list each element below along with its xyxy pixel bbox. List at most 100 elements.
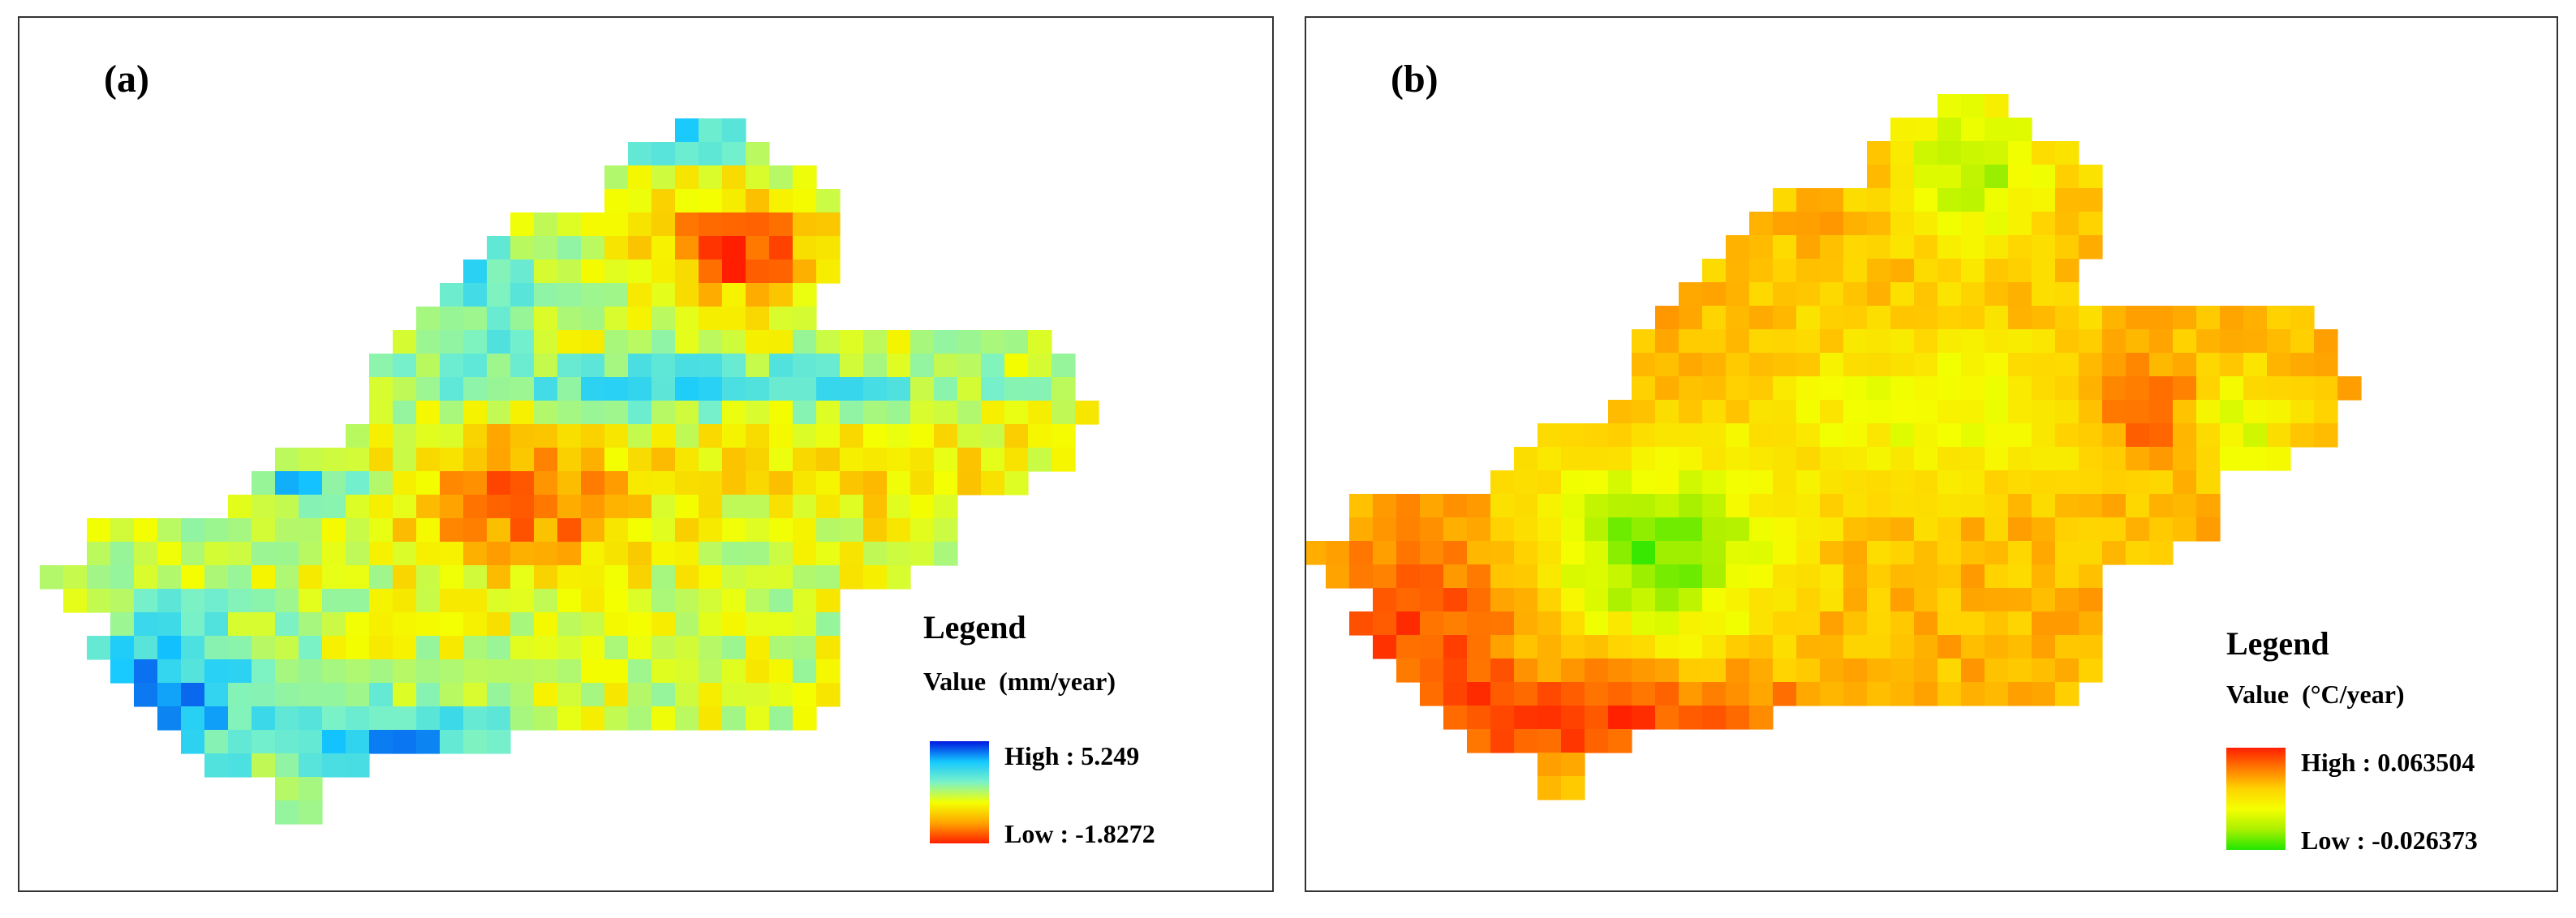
raster-cell bbox=[1608, 447, 1632, 471]
raster-cell bbox=[2055, 306, 2079, 330]
raster-cell bbox=[416, 589, 441, 613]
raster-cell bbox=[793, 377, 817, 401]
raster-cell bbox=[816, 377, 841, 401]
raster-cell bbox=[699, 565, 723, 590]
raster-cell bbox=[369, 683, 393, 707]
legend-title: Legend bbox=[923, 609, 1026, 646]
raster-cell bbox=[1796, 611, 1821, 636]
raster-cell bbox=[793, 212, 817, 237]
raster-cell bbox=[863, 354, 888, 378]
raster-cell bbox=[1937, 400, 1962, 424]
raster-cell bbox=[1843, 658, 1868, 683]
raster-cell bbox=[2008, 165, 2032, 189]
raster-cell bbox=[2055, 611, 2079, 636]
raster-cell bbox=[1843, 682, 1868, 706]
raster-cell bbox=[440, 448, 464, 472]
raster-cell bbox=[510, 589, 535, 613]
raster-cell bbox=[1820, 564, 1844, 589]
raster-cell bbox=[2008, 188, 2032, 212]
raster-cell bbox=[840, 471, 864, 495]
raster-cell bbox=[793, 330, 817, 354]
raster-cell bbox=[322, 706, 346, 731]
raster-cell bbox=[1467, 706, 1491, 730]
raster-cell bbox=[1726, 470, 1750, 495]
raster-cell bbox=[1537, 423, 1562, 448]
raster-cell bbox=[1937, 517, 1962, 542]
raster-cell bbox=[863, 542, 888, 566]
raster-cell bbox=[1749, 470, 1774, 495]
raster-cell bbox=[1373, 517, 1397, 542]
raster-cell bbox=[604, 565, 629, 590]
raster-cell bbox=[369, 424, 393, 448]
raster-cell bbox=[1702, 329, 1727, 354]
raster-cell bbox=[1396, 658, 1421, 683]
raster-cell bbox=[299, 612, 323, 637]
raster-cell bbox=[1396, 494, 1421, 518]
raster-cell bbox=[1796, 423, 1821, 448]
raster-cell bbox=[1890, 212, 1915, 236]
raster-cell bbox=[581, 495, 605, 519]
raster-cell bbox=[369, 636, 393, 660]
raster-cell bbox=[1773, 212, 1797, 236]
raster-cell bbox=[604, 165, 629, 190]
raster-cell bbox=[628, 377, 652, 401]
raster-cell bbox=[628, 354, 652, 378]
raster-cell bbox=[1820, 400, 1844, 424]
raster-cell bbox=[2079, 423, 2103, 448]
raster-cell bbox=[393, 518, 417, 543]
raster-cell bbox=[652, 401, 676, 425]
raster-cell bbox=[1028, 354, 1052, 378]
raster-cell bbox=[2055, 400, 2079, 424]
raster-cell bbox=[1655, 517, 1679, 542]
raster-cell bbox=[487, 401, 511, 425]
raster-cell bbox=[1749, 282, 1774, 307]
raster-cell bbox=[534, 424, 558, 448]
raster-cell bbox=[1655, 470, 1679, 495]
raster-cell bbox=[1820, 423, 1844, 448]
raster-cell bbox=[1655, 611, 1679, 636]
raster-cell bbox=[1937, 212, 1962, 236]
raster-cell bbox=[369, 401, 393, 425]
raster-cell bbox=[1490, 682, 1515, 706]
raster-cell bbox=[487, 730, 511, 754]
raster-cell bbox=[2220, 400, 2244, 424]
raster-cell bbox=[1490, 635, 1515, 659]
raster-cell bbox=[2220, 329, 2244, 354]
raster-cell bbox=[1443, 682, 1468, 706]
raster-cell bbox=[510, 565, 535, 590]
raster-cell bbox=[1820, 188, 1844, 212]
raster-cell bbox=[1985, 353, 2009, 377]
raster-cell bbox=[157, 706, 182, 731]
raster-cell bbox=[652, 542, 676, 566]
raster-cell bbox=[746, 518, 770, 543]
raster-cell bbox=[2032, 306, 2056, 330]
raster-cell bbox=[1985, 470, 2009, 495]
raster-cell bbox=[769, 377, 793, 401]
raster-cell bbox=[1796, 400, 1821, 424]
raster-cell bbox=[1349, 564, 1374, 589]
raster-cell bbox=[1843, 259, 1868, 283]
raster-cell bbox=[1937, 94, 1962, 118]
raster-cell bbox=[652, 518, 676, 543]
raster-cell bbox=[157, 612, 182, 637]
raster-cell bbox=[1937, 611, 1962, 636]
raster-cell bbox=[346, 730, 370, 754]
raster-cell bbox=[934, 330, 958, 354]
raster-cell bbox=[652, 424, 676, 448]
raster-cell bbox=[157, 542, 182, 566]
raster-cell bbox=[1985, 212, 2009, 236]
raster-cell bbox=[816, 260, 841, 284]
raster-cell bbox=[1820, 212, 1844, 236]
raster-cell bbox=[2149, 517, 2174, 542]
raster-cell bbox=[1867, 494, 1891, 518]
raster-cell bbox=[393, 565, 417, 590]
raster-cell bbox=[1726, 658, 1750, 683]
raster-cell bbox=[204, 753, 229, 778]
raster-cell bbox=[1937, 235, 1962, 260]
raster-cell bbox=[2032, 141, 2056, 165]
raster-cell bbox=[1443, 635, 1468, 659]
raster-cell bbox=[369, 565, 393, 590]
raster-cell bbox=[1632, 447, 1656, 471]
raster-cell bbox=[2314, 400, 2338, 424]
raster-cell bbox=[1867, 188, 1891, 212]
